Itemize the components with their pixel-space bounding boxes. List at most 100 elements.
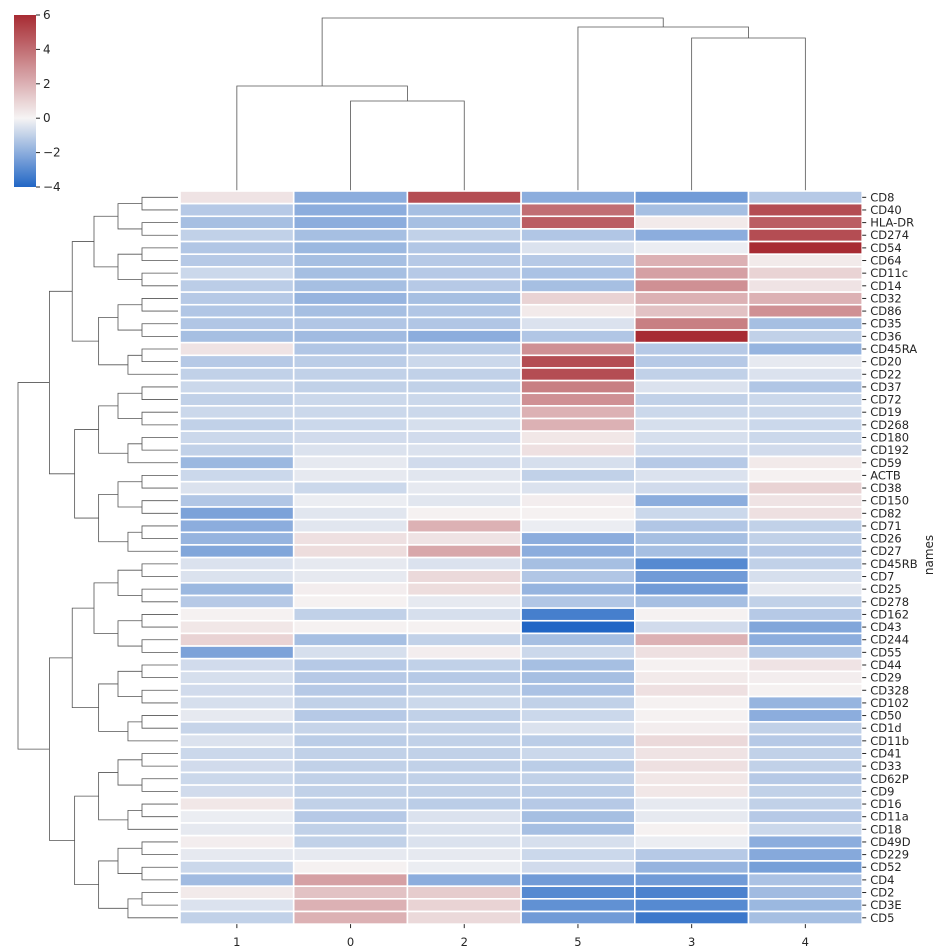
colorbar-tick-label: −2 [43,146,61,160]
heatmap-cell [179,518,295,534]
heatmap-cell [179,708,295,723]
dendrogram-link [141,689,178,704]
heatmap-cell [406,468,522,483]
heatmap-cell [292,303,409,319]
heatmap-cell [406,316,522,331]
row-label: CD37 [870,380,902,394]
dendrogram-link [127,809,178,830]
heatmap-cell [747,910,863,925]
heatmap-cell [633,847,750,862]
dendrogram-link [71,241,99,342]
heatmap-cell [633,670,750,685]
row-label: CD33 [870,759,902,773]
heatmap-cell [520,708,636,723]
heatmap-cell [406,240,522,255]
heatmap-cell [633,531,750,546]
heatmap-cell [406,860,522,875]
heatmap-cell [633,468,750,483]
dendrogram-link [117,620,142,647]
heatmap-cell [747,847,863,862]
heatmap-cell [292,872,409,887]
heatmap-cell [747,291,863,306]
row-label: CD102 [870,696,909,710]
heatmap-cell [406,228,522,243]
heatmap-cell [747,531,863,546]
column-dendrogram [236,17,806,191]
heatmap-cell [633,253,750,268]
row-label: CD55 [870,645,902,659]
heatmap-cell [292,784,409,799]
heatmap-cell [292,405,409,420]
heatmap-cell [633,683,750,698]
heatmap-cell [179,430,295,445]
heatmap-cell [179,531,295,546]
heatmap-cell [179,746,295,761]
heatmap-cell [292,442,409,458]
heatmap-cell [633,822,750,837]
heatmap-cell [747,278,863,293]
heatmap-cell [179,809,295,824]
heatmap-cell [520,582,636,597]
heatmap-cell [292,215,409,230]
heatmap-cell [406,430,522,445]
heatmap-cell [292,531,409,546]
row-label: CD18 [870,822,902,836]
colorbar-tick-label: −4 [43,180,61,194]
heatmap-cell [406,796,522,812]
heatmap-cell [747,708,863,723]
heatmap-cell [292,316,409,331]
dendrogram-link [141,437,178,451]
dendrogram-link [93,582,118,634]
heatmap-cell [292,771,409,786]
heatmap-cell [520,518,636,534]
column-label: 2 [461,935,468,949]
heatmap-cell [179,784,295,799]
heatmap-cell [747,695,863,711]
heatmap-cell [520,771,636,786]
heatmap-cell [633,202,750,218]
row-label: CD268 [870,418,909,432]
row-label: CD59 [870,456,902,470]
row-label: CD162 [870,607,909,621]
heatmap-cell [747,354,863,369]
heatmap-cell [292,228,409,243]
heatmap-cell [406,329,522,344]
row-label: CD32 [870,291,902,305]
heatmap-cell [406,480,522,496]
dendrogram-link [141,866,178,881]
dendrogram-link [141,323,178,337]
heatmap-cell [406,822,522,837]
dendrogram-link [98,493,128,543]
heatmap-cell [179,253,295,268]
heatmap-cell [747,240,863,255]
row-label: CD35 [870,317,902,331]
heatmap-cell [520,405,636,420]
heatmap-cell [633,430,750,445]
heatmap-cell [747,190,863,205]
heatmap-cell [292,632,409,647]
heatmap-cell [292,430,409,445]
heatmap-cell [406,506,522,521]
heatmap-cell [747,228,863,243]
heatmap-cell [292,847,409,862]
heatmap-cell [747,569,863,584]
heatmap-cell [406,695,522,711]
dendrogram-link [321,17,664,86]
colorbar-gradient [14,15,36,187]
heatmap-cell [406,670,522,685]
heatmap-cell [406,885,522,900]
heatmap-cell [179,303,295,319]
row-label: CD45RB [870,557,918,571]
heatmap-cell [292,392,409,407]
heatmap-cell [520,215,636,230]
heatmap-cell [179,695,295,711]
heatmap-cell [633,582,750,597]
heatmap-cell [179,405,295,420]
heatmap-cell [292,619,409,635]
row-label: CD11b [870,734,909,748]
heatmap-cell [292,670,409,685]
heatmap-cell [633,190,750,205]
dendrogram-link [93,215,118,268]
heatmap-cell [179,632,295,647]
heatmap-cell [520,228,636,243]
